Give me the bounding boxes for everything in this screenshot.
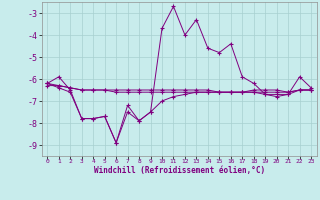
X-axis label: Windchill (Refroidissement éolien,°C): Windchill (Refroidissement éolien,°C)	[94, 166, 265, 175]
